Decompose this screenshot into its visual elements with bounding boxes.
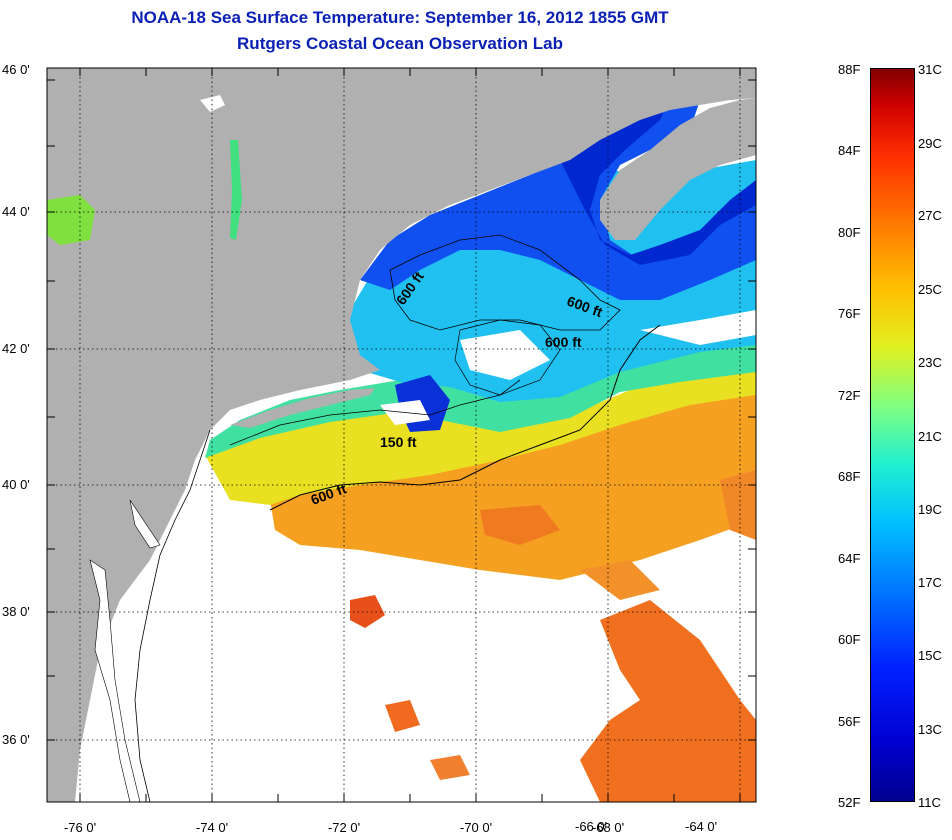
contour-150ft	[229, 379, 521, 446]
shelf-water-green	[205, 340, 756, 458]
contour-label-600ft-3: 600 ft	[545, 334, 582, 350]
temperature-colorbar	[870, 68, 915, 802]
axis-ticks	[47, 68, 756, 802]
white-lake	[200, 95, 225, 112]
canada-land	[47, 68, 756, 802]
cloud-patch-3	[640, 310, 756, 345]
lon-label-68: -68 0'	[592, 820, 624, 835]
lat-label-46: 46 0'	[2, 62, 30, 77]
colorbar-f-68: 68F	[838, 469, 861, 484]
lake-ontario-edge	[47, 195, 95, 245]
lon-label-66-text: -66 0'	[575, 819, 608, 834]
long-island-land	[230, 388, 375, 428]
graticule	[47, 68, 756, 802]
colorbar-c-25: 25C	[918, 282, 942, 297]
lat-label-42: 42 0'	[2, 341, 30, 356]
colorbar-c-19: 19C	[918, 502, 942, 517]
contour-600ft-gulf	[389, 234, 621, 331]
lon-label-72: -72 0'	[328, 820, 360, 835]
shelf-water-yellow	[205, 370, 756, 505]
delaware-bay	[129, 499, 161, 549]
colorbar-f-84: 84F	[838, 143, 861, 158]
colorbar-c-23: 23C	[918, 355, 942, 370]
warm-water-patch-4	[385, 700, 420, 732]
colorbar-f-64: 64F	[838, 551, 861, 566]
lake-champlain	[230, 140, 242, 240]
lon-label-76: -76 0'	[64, 820, 96, 835]
lon-label-64-text: -64 0'	[685, 819, 718, 834]
colorbar-f-52: 52F	[838, 795, 861, 810]
contour-label-150ft: 150 ft	[380, 434, 417, 450]
lat-label-40: 40 0'	[2, 477, 30, 492]
contour-georges	[454, 319, 561, 396]
cloud-patch-1	[460, 330, 550, 380]
colorbar-c-31: 31C	[918, 62, 942, 77]
lat-label-36: 36 0'	[2, 732, 30, 747]
colorbar-f-80: 80F	[838, 225, 861, 240]
colorbar-c-11: 11C	[918, 795, 941, 810]
lat-label-44: 44 0'	[2, 204, 30, 219]
colorbar-f-72: 72F	[838, 388, 861, 403]
map-frame	[46, 67, 757, 803]
coastline	[134, 429, 211, 802]
colorbar-c-29: 29C	[918, 136, 942, 151]
colorbar-c-17: 17C	[918, 575, 942, 590]
lon-label-70: -70 0'	[460, 820, 492, 835]
warm-water-patch-3	[580, 600, 756, 802]
warm-water-patch-7	[720, 470, 756, 540]
colorbar-c-13: 13C	[918, 722, 942, 737]
cold-water-blue	[360, 85, 756, 300]
chesapeake-bay	[89, 559, 141, 802]
colorbar-c-27: 27C	[918, 208, 942, 223]
map-subtitle: Rutgers Coastal Ocean Observation Lab	[237, 34, 563, 53]
lat-label-38: 38 0'	[2, 604, 30, 619]
colorbar-f-60: 60F	[838, 632, 861, 647]
colorbar-f-88: 88F	[838, 62, 861, 77]
warm-water-offshore	[270, 390, 756, 580]
warm-water-patch-2	[350, 595, 385, 628]
warm-water-patch-6	[580, 560, 660, 600]
colorbar-c-15: 15C	[918, 648, 942, 663]
warm-water-patch-5	[430, 755, 470, 780]
lon-label-74: -74 0'	[196, 820, 228, 835]
map-title: NOAA-18 Sea Surface Temperature: Septemb…	[131, 8, 669, 27]
colorbar-f-76: 76F	[838, 306, 861, 321]
colorbar-f-56: 56F	[838, 714, 861, 729]
warm-water-patch-1	[480, 505, 560, 545]
colorbar-c-21: 21C	[918, 429, 942, 444]
nova-scotia-land	[600, 98, 756, 240]
